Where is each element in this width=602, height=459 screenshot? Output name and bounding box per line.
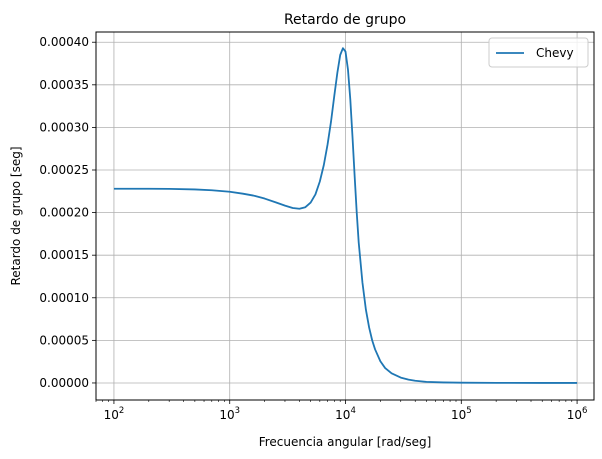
y-axis-label: Retardo de grupo [seg] [9, 146, 23, 285]
y-tick-label: 0.00000 [39, 376, 89, 390]
y-tick-label: 0.00020 [39, 206, 89, 220]
x-tick-label: 103 [219, 406, 240, 422]
y-tick-label: 0.00005 [39, 333, 89, 347]
legend-label: Chevy [536, 46, 574, 60]
x-tick-label: 106 [567, 406, 588, 422]
x-tick-label: 102 [104, 406, 125, 422]
y-tick-label: 0.00025 [39, 163, 89, 177]
plot-frame [95, 31, 595, 401]
legend: Chevy [488, 37, 589, 68]
legend-box [488, 37, 589, 68]
series-line-chevy [113, 47, 578, 384]
y-tick-label: 0.00035 [39, 78, 89, 92]
x-tick-label: 104 [335, 406, 356, 422]
y-tick-label: 0.00010 [39, 291, 89, 305]
y-tick-label: 0.00030 [39, 120, 89, 134]
y-tick-label: 0.00015 [39, 248, 89, 262]
series-layer [113, 47, 578, 384]
x-tick-label: 105 [451, 406, 472, 422]
axis-ticks: 102 103 104 105 106 0.00000 0.00005 0.00010 0.00… [39, 35, 587, 422]
y-tick-label: 0.00040 [39, 35, 89, 49]
chart-title: Retardo de grupo [284, 12, 406, 28]
x-axis-label: Frecuencia angular [rad/seg] [259, 435, 432, 449]
